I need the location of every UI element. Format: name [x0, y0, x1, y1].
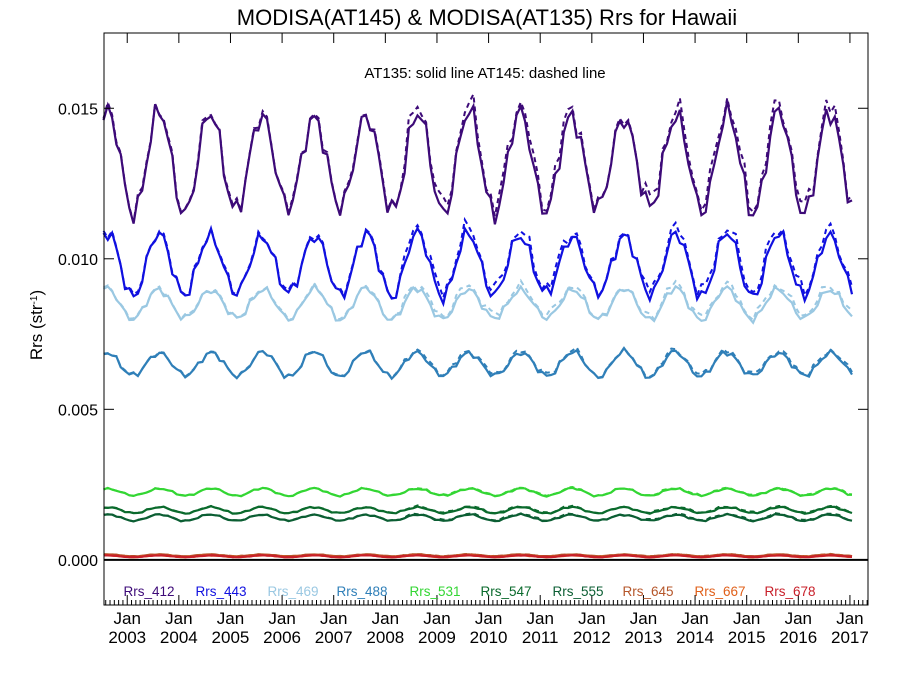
legend-entry-Rrs_488: Rrs_488 [336, 584, 387, 599]
series-solid-Rrs_531 [104, 488, 853, 497]
legend-entry-Rrs_555: Rrs_555 [552, 584, 603, 599]
x-tick-month-4: Jan [320, 609, 347, 628]
x-tick-year-5: 2008 [366, 628, 404, 647]
x-tick-year-3: 2006 [263, 628, 301, 647]
x-tick-month-2: Jan [217, 609, 244, 628]
x-tick-year-9: 2012 [573, 628, 611, 647]
legend-entry-Rrs_412: Rrs_412 [123, 584, 174, 599]
y-axis-label: Rrs (str-1) [27, 290, 46, 360]
legend-entry-Rrs_443: Rrs_443 [195, 584, 246, 599]
x-tick-year-13: 2016 [779, 628, 817, 647]
series-solid-Rrs_412 [104, 101, 853, 225]
y-tick-label-2: 0.010 [58, 252, 98, 269]
series-solid-Rrs_678 [104, 555, 853, 557]
x-tick-year-14: 2017 [831, 628, 869, 647]
x-tick-year-11: 2014 [676, 628, 714, 647]
x-tick-month-11: Jan [681, 609, 708, 628]
y-tick-label-1: 0.005 [58, 402, 98, 419]
x-tick-month-3: Jan [268, 609, 295, 628]
x-tick-year-8: 2011 [522, 628, 559, 647]
series-solid-Rrs_469 [104, 285, 853, 323]
x-tick-month-14: Jan [836, 609, 863, 628]
x-tick-year-12: 2015 [728, 628, 766, 647]
series-dashed-Rrs_443 [104, 220, 853, 298]
plot-lines [104, 94, 853, 557]
x-tick-month-8: Jan [526, 609, 553, 628]
y-axis-label-main: Rrs (str [27, 304, 46, 360]
x-tick-year-1: 2004 [160, 628, 198, 647]
x-tick-year-4: 2007 [315, 628, 353, 647]
x-tick-month-1: Jan [165, 609, 192, 628]
x-tick-month-9: Jan [578, 609, 605, 628]
x-tick-month-13: Jan [785, 609, 812, 628]
y-axis-label-close: ) [27, 290, 46, 296]
x-tick-year-7: 2010 [470, 628, 508, 647]
x-tick-month-5: Jan [372, 609, 399, 628]
x-tick-month-12: Jan [733, 609, 760, 628]
legend-entry-Rrs_667: Rrs_667 [694, 584, 745, 599]
chart-annotation: AT135: solid line AT145: dashed line [364, 65, 605, 82]
y-tick-label-0: 0.000 [58, 553, 98, 570]
chart: MODISA(AT145) & MODISA(AT135) Rrs for Ha… [0, 0, 900, 675]
series-solid-Rrs_488 [104, 348, 853, 379]
legend-entry-Rrs_531: Rrs_531 [409, 584, 460, 599]
x-tick-year-6: 2009 [418, 628, 456, 647]
legend-entry-Rrs_469: Rrs_469 [267, 584, 318, 599]
chart-title: MODISA(AT145) & MODISA(AT135) Rrs for Ha… [237, 5, 737, 30]
x-tick-year-2: 2005 [212, 628, 250, 647]
legend-entry-Rrs_645: Rrs_645 [622, 584, 673, 599]
x-tick-month-7: Jan [475, 609, 502, 628]
x-tick-month-10: Jan [630, 609, 657, 628]
x-tick-month-0: Jan [114, 609, 141, 628]
legend-entry-Rrs_547: Rrs_547 [480, 584, 531, 599]
legend-entry-Rrs_678: Rrs_678 [764, 584, 815, 599]
legend: Rrs_412 Rrs_443 Rrs_469 Rrs_488 Rrs_531 Rrs_5… [123, 584, 815, 599]
x-tick-year-0: 2003 [108, 628, 146, 647]
x-tick-month-6: Jan [423, 609, 450, 628]
x-tick-year-10: 2013 [625, 628, 663, 647]
y-tick-label-3: 0.015 [58, 101, 98, 118]
